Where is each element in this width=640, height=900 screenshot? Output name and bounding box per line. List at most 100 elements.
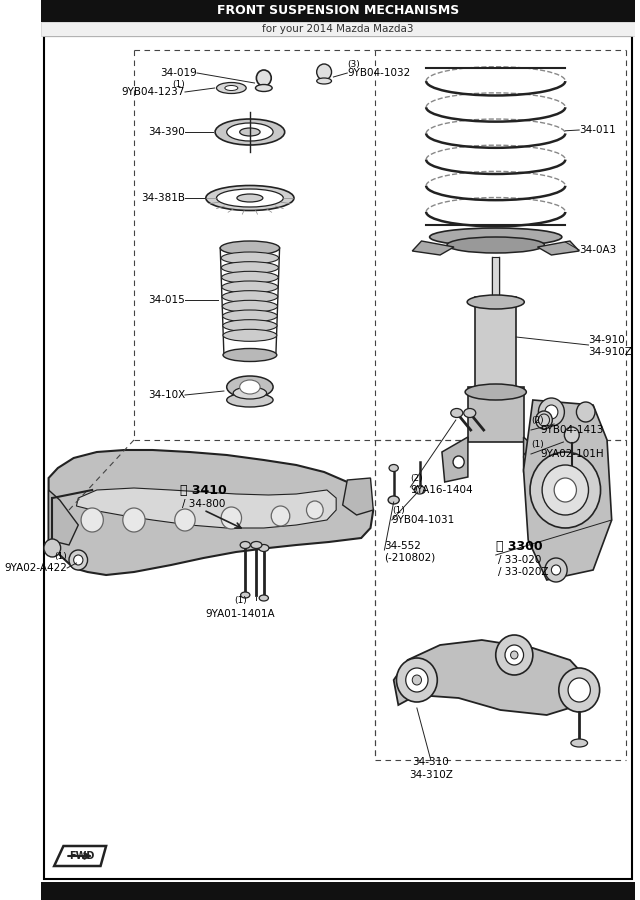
Text: 34-310: 34-310 <box>412 757 449 767</box>
Circle shape <box>505 645 524 665</box>
Text: 9YA16-1404: 9YA16-1404 <box>410 485 473 495</box>
Polygon shape <box>76 488 336 528</box>
Ellipse shape <box>429 228 562 246</box>
Text: (2): (2) <box>531 416 543 425</box>
Ellipse shape <box>221 252 278 264</box>
Circle shape <box>406 668 428 692</box>
Text: 34-381B: 34-381B <box>141 193 185 203</box>
Polygon shape <box>538 241 579 255</box>
Circle shape <box>545 405 558 419</box>
Ellipse shape <box>240 542 250 548</box>
Text: FRONT SUSPENSION MECHANISMS: FRONT SUSPENSION MECHANISMS <box>217 4 459 17</box>
Polygon shape <box>342 478 373 515</box>
Bar <box>476 297 516 387</box>
Bar <box>41 0 635 22</box>
Circle shape <box>542 465 589 515</box>
Bar <box>41 882 635 900</box>
Ellipse shape <box>221 262 278 274</box>
Polygon shape <box>54 846 106 866</box>
Circle shape <box>564 427 579 443</box>
Text: (1): (1) <box>234 596 247 605</box>
Circle shape <box>536 411 552 429</box>
Text: (3): (3) <box>348 59 360 68</box>
Ellipse shape <box>215 119 285 145</box>
Circle shape <box>511 651 518 659</box>
Polygon shape <box>442 437 468 482</box>
Text: 34-10X: 34-10X <box>148 390 185 400</box>
Circle shape <box>123 508 145 532</box>
Circle shape <box>74 555 83 565</box>
Circle shape <box>317 64 332 80</box>
Text: 34-019: 34-019 <box>160 68 197 78</box>
Circle shape <box>69 550 88 570</box>
Polygon shape <box>49 490 78 545</box>
Polygon shape <box>524 400 612 580</box>
Ellipse shape <box>259 544 269 552</box>
Circle shape <box>453 456 464 468</box>
Text: / 34-800: / 34-800 <box>182 499 225 509</box>
Ellipse shape <box>225 86 238 91</box>
Circle shape <box>412 675 422 685</box>
Ellipse shape <box>251 542 262 548</box>
Ellipse shape <box>240 128 260 136</box>
Ellipse shape <box>464 409 476 418</box>
Circle shape <box>221 507 241 529</box>
Ellipse shape <box>216 189 284 207</box>
Text: 9YB04-1031: 9YB04-1031 <box>392 515 455 525</box>
Text: 34-0A3: 34-0A3 <box>579 245 616 255</box>
Text: 34-910Z: 34-910Z <box>589 347 632 357</box>
Text: 34-390: 34-390 <box>148 127 185 137</box>
Text: 9YB04-1413: 9YB04-1413 <box>540 425 604 435</box>
Ellipse shape <box>223 320 277 332</box>
Text: (1): (1) <box>531 439 544 448</box>
Ellipse shape <box>222 301 278 312</box>
Circle shape <box>577 402 595 422</box>
Ellipse shape <box>571 739 588 747</box>
Circle shape <box>559 668 600 712</box>
Text: / 33-020: / 33-020 <box>497 555 541 565</box>
Text: for your 2014 Mazda Mazda3: for your 2014 Mazda Mazda3 <box>262 24 414 34</box>
Polygon shape <box>394 640 589 715</box>
Text: (2): (2) <box>410 473 423 482</box>
Circle shape <box>44 539 61 557</box>
Ellipse shape <box>227 123 273 141</box>
Text: (1): (1) <box>392 506 404 515</box>
Text: 9YB04-1237: 9YB04-1237 <box>122 87 185 97</box>
Polygon shape <box>412 241 454 255</box>
Ellipse shape <box>220 241 280 255</box>
Bar <box>468 387 524 442</box>
Ellipse shape <box>233 387 267 399</box>
Circle shape <box>496 635 533 675</box>
Text: 9YA02-101H: 9YA02-101H <box>540 449 604 459</box>
Ellipse shape <box>223 310 277 322</box>
Circle shape <box>552 565 561 575</box>
Circle shape <box>538 398 564 426</box>
Ellipse shape <box>389 464 398 472</box>
Text: 34-910: 34-910 <box>589 335 625 345</box>
Text: 9YA01-1401A: 9YA01-1401A <box>206 609 275 619</box>
Circle shape <box>524 452 533 462</box>
Text: FWD: FWD <box>69 851 95 861</box>
Ellipse shape <box>223 329 276 341</box>
Ellipse shape <box>240 380 260 394</box>
Text: (1): (1) <box>54 552 67 561</box>
Ellipse shape <box>206 185 294 211</box>
Ellipse shape <box>317 78 332 84</box>
Circle shape <box>554 478 577 502</box>
Circle shape <box>271 506 290 526</box>
Circle shape <box>396 658 437 702</box>
Ellipse shape <box>222 291 278 302</box>
Ellipse shape <box>216 83 246 94</box>
Text: (1): (1) <box>172 79 185 88</box>
Text: 34-552: 34-552 <box>385 541 421 551</box>
Ellipse shape <box>447 237 545 253</box>
Circle shape <box>81 508 103 532</box>
Polygon shape <box>49 450 373 575</box>
Circle shape <box>307 501 323 519</box>
Text: ⌒ 3410: ⌒ 3410 <box>180 483 227 497</box>
Ellipse shape <box>222 281 278 293</box>
Ellipse shape <box>227 393 273 407</box>
Text: (-210802): (-210802) <box>385 553 436 563</box>
Ellipse shape <box>451 409 463 418</box>
Ellipse shape <box>221 271 278 284</box>
